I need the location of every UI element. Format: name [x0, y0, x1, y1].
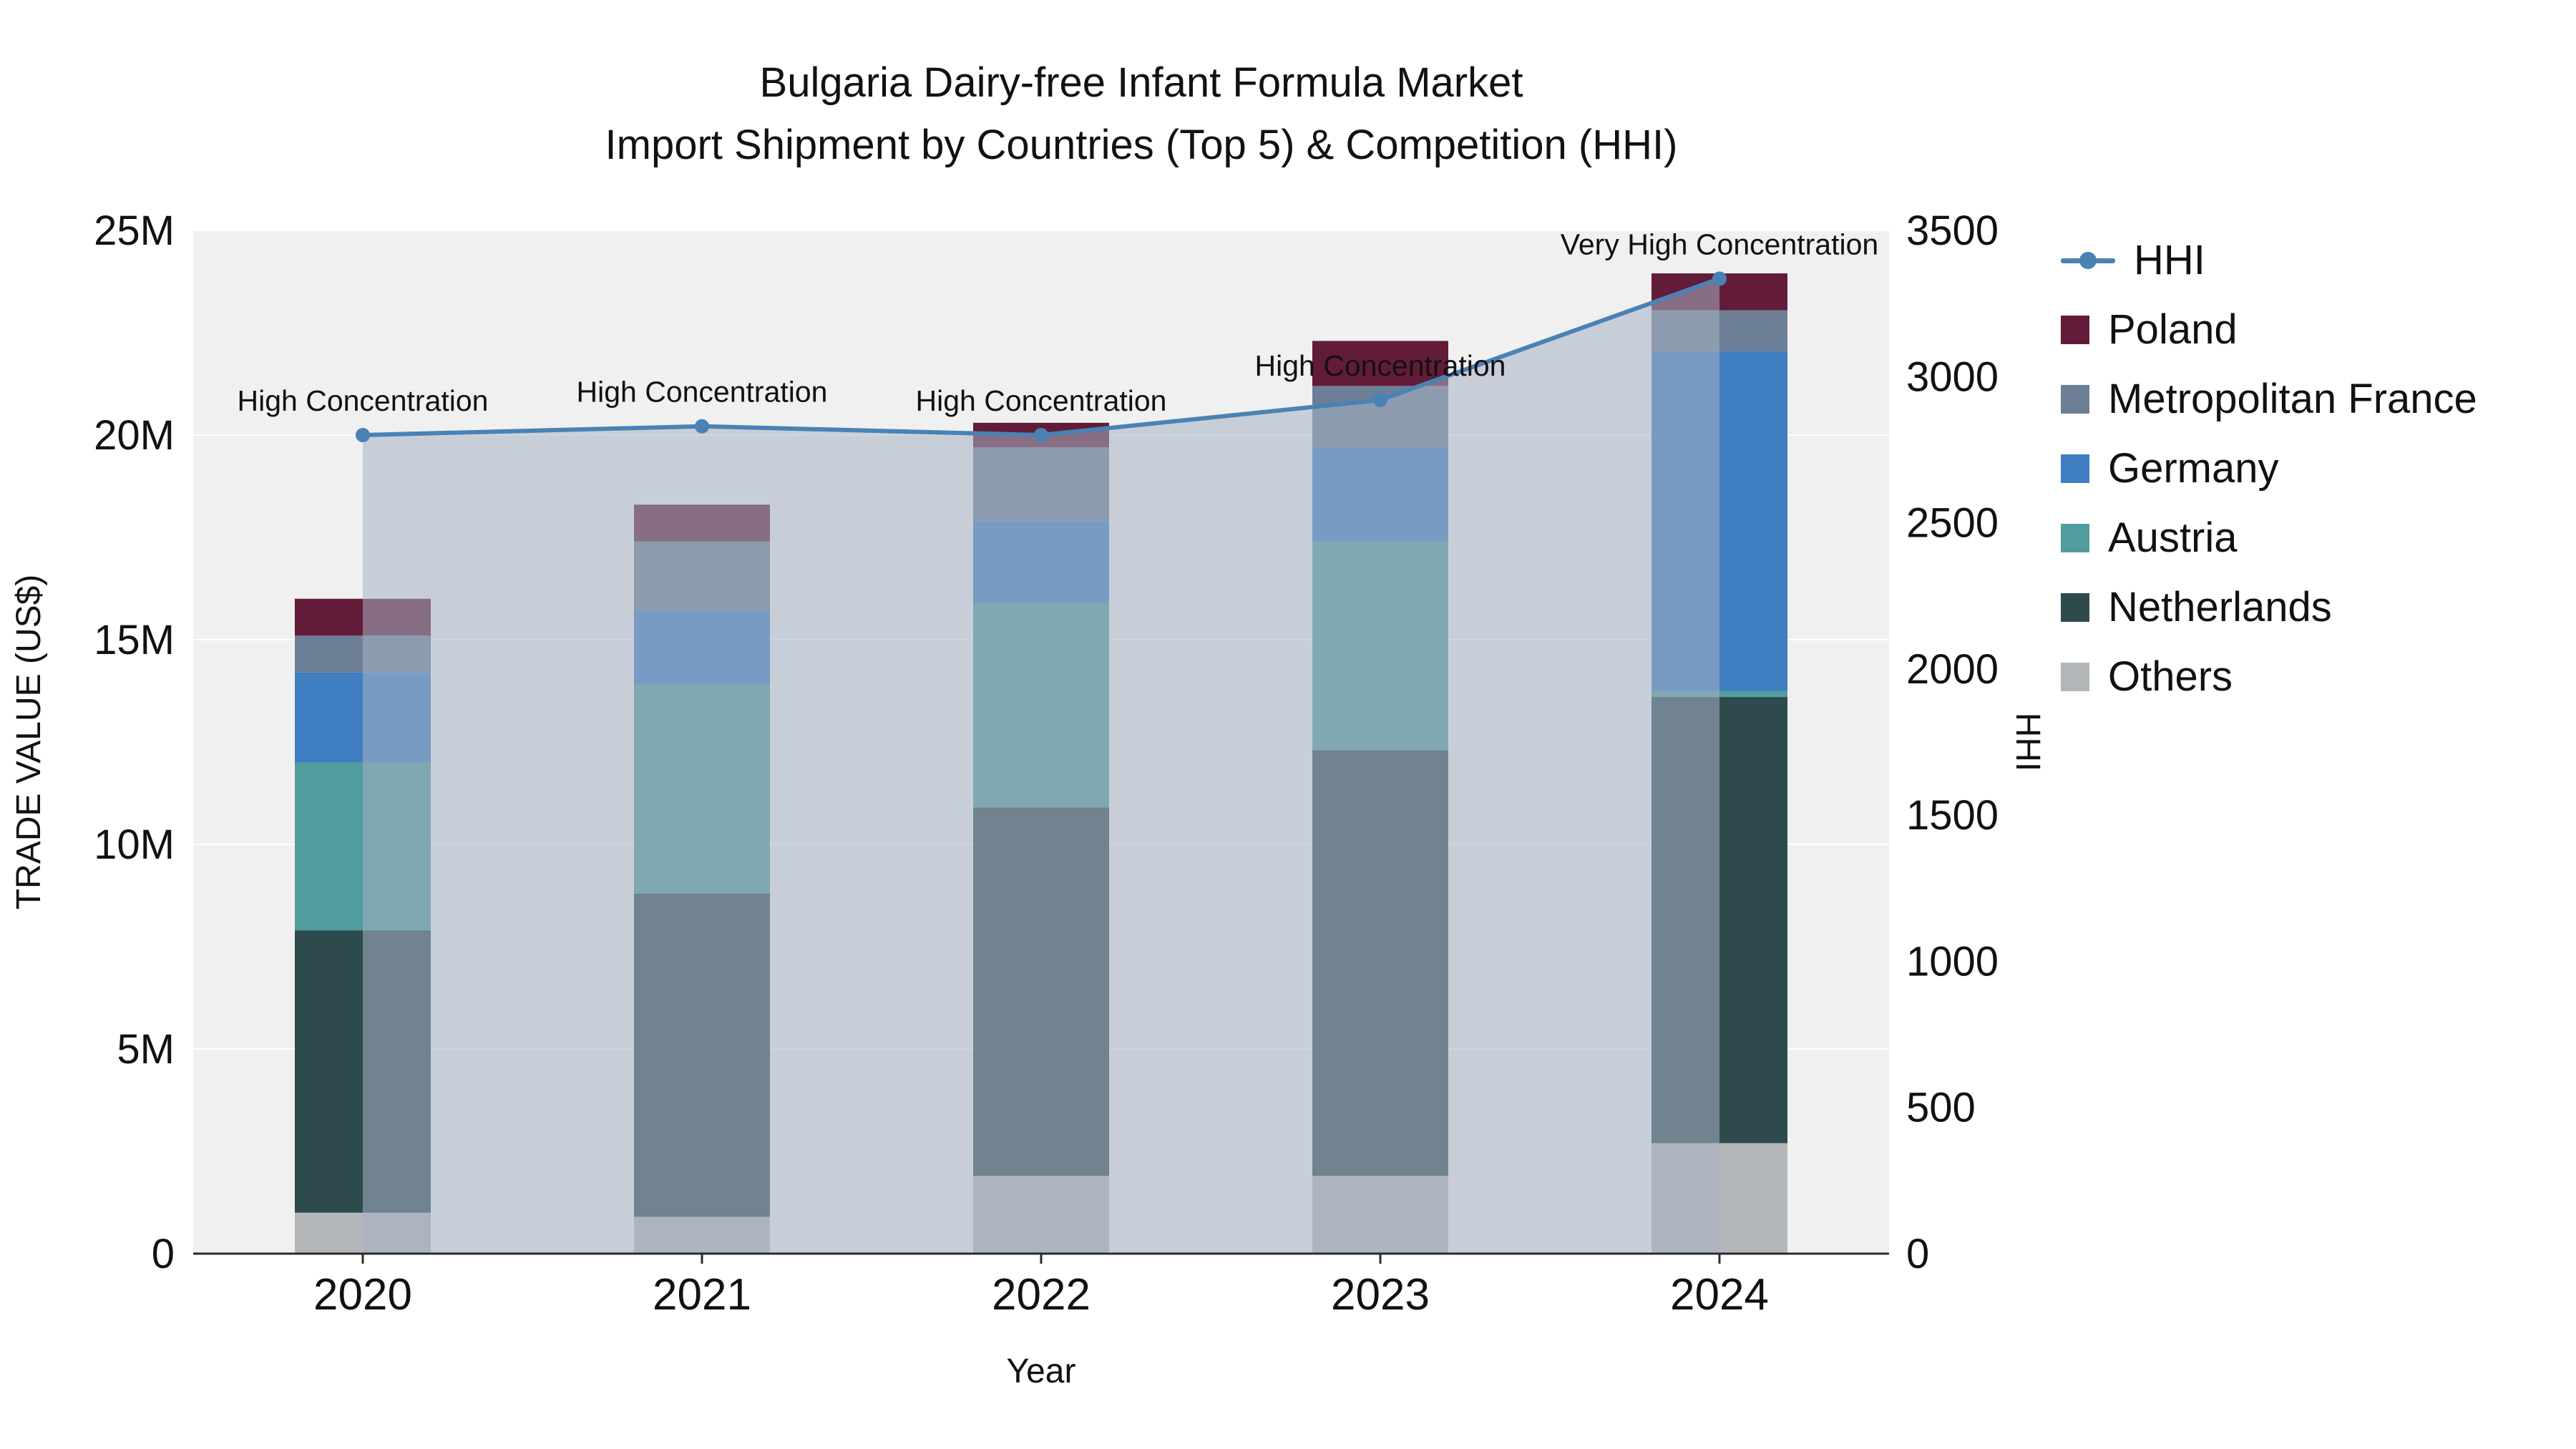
left-tick-label: 20M — [94, 412, 175, 459]
right-tick-label: 500 — [1906, 1085, 1976, 1131]
hhi-marker-2020[interactable] — [356, 428, 370, 442]
legend-label: Austria — [2108, 514, 2238, 561]
x-axis-title: Year — [1007, 1352, 1076, 1390]
chart-title-line2: Import Shipment by Countries (Top 5) & C… — [605, 122, 1678, 168]
left-tick-label: 15M — [94, 617, 175, 663]
legend-item-austria[interactable]: Austria — [2061, 514, 2477, 562]
hhi-marker-2024[interactable] — [1712, 271, 1727, 286]
right-tick-label: 2000 — [1906, 646, 1999, 693]
legend-label: Others — [2108, 653, 2233, 700]
legend-label: Metropolitan France — [2108, 376, 2477, 422]
legend-item-netherlands[interactable]: Netherlands — [2061, 583, 2477, 631]
legend-item-poland[interactable]: Poland — [2061, 306, 2477, 353]
legend-item-others[interactable]: Others — [2061, 653, 2477, 701]
hhi-marker-2023[interactable] — [1373, 392, 1387, 407]
hhi-marker-2022[interactable] — [1034, 428, 1048, 442]
hhi-area-fill — [363, 278, 1719, 1254]
legend-item-hhi[interactable]: HHI — [2061, 236, 2477, 284]
legend-label: Poland — [2108, 306, 2238, 353]
annotation-2021: High Concentration — [577, 376, 828, 409]
x-tick-label-2020: 2020 — [313, 1270, 412, 1319]
legend-color-swatch-icon — [2061, 662, 2089, 691]
legend-color-swatch-icon — [2061, 384, 2089, 414]
legend-item-metropolitan-france[interactable]: Metropolitan France — [2061, 375, 2477, 423]
x-tick-label-2022: 2022 — [992, 1270, 1091, 1319]
x-tick-label-2021: 2021 — [653, 1270, 751, 1319]
right-tick-label: 1000 — [1906, 938, 1999, 985]
legend-color-swatch-icon — [2061, 523, 2089, 552]
x-tick-label-2023: 2023 — [1331, 1270, 1430, 1319]
left-tick-label: 25M — [94, 208, 175, 254]
legend-item-germany[interactable]: Germany — [2061, 444, 2477, 492]
right-tick-label: 2500 — [1906, 500, 1999, 547]
left-tick-label: 10M — [94, 821, 175, 868]
right-tick-label: 0 — [1906, 1231, 1929, 1277]
legend-label: Germany — [2108, 445, 2279, 492]
annotation-2022: High Concentration — [916, 384, 1167, 417]
legend-line-marker-icon — [2061, 246, 2115, 275]
right-tick-label: 3000 — [1906, 353, 1999, 400]
legend-label: HHI — [2134, 237, 2205, 283]
left-axis-title: TRADE VALUE (US$) — [10, 575, 48, 910]
legend-label: Netherlands — [2108, 584, 2332, 630]
right-axis-title: HHI — [2009, 713, 2046, 772]
chart-title-line1: Bulgaria Dairy-free Infant Formula Marke… — [759, 59, 1523, 106]
annotation-2024: Very High Concentration — [1561, 228, 1878, 260]
right-tick-label: 1500 — [1906, 792, 1999, 839]
annotation-2023: High Concentration — [1255, 349, 1506, 382]
bar-segment-2023-poland[interactable] — [1312, 341, 1448, 386]
legend-color-swatch-icon — [2061, 454, 2089, 483]
x-tick-label-2024: 2024 — [1670, 1270, 1769, 1319]
legend-color-swatch-icon — [2061, 592, 2089, 622]
annotation-2020: High Concentration — [238, 384, 489, 417]
hhi-marker-2021[interactable] — [695, 419, 709, 434]
chart-title: Bulgaria Dairy-free Infant Formula Marke… — [0, 52, 2283, 176]
right-tick-label: 3500 — [1906, 208, 1999, 254]
left-tick-label: 0 — [152, 1231, 175, 1277]
legend: HHI Poland Metropolitan France Germany Austr… — [2061, 236, 2477, 701]
legend-color-swatch-icon — [2061, 315, 2089, 344]
left-tick-label: 5M — [117, 1026, 175, 1073]
